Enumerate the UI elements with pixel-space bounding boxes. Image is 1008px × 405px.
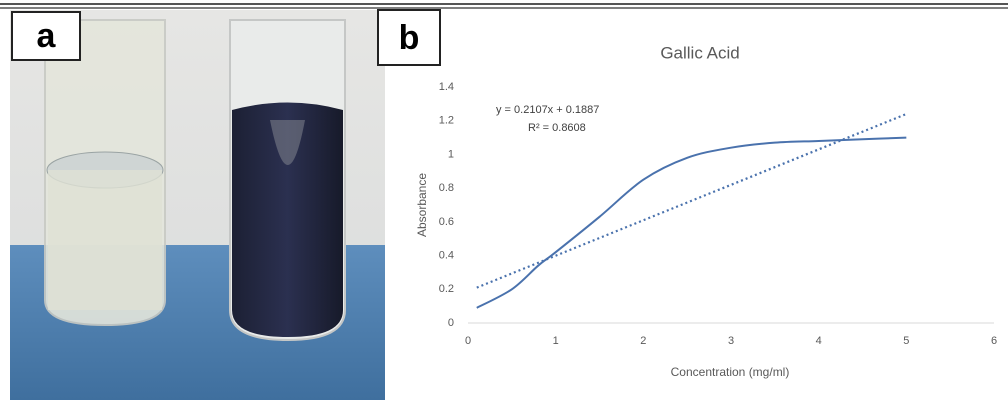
panel-label: a xyxy=(37,17,57,55)
y-tick-label: 0.6 xyxy=(439,216,454,228)
y-tick-label: 0.2 xyxy=(439,283,454,295)
y-axis-label: Absorbance xyxy=(415,173,429,237)
x-tick-label: 2 xyxy=(640,335,646,347)
y-tick-label: 0 xyxy=(448,317,454,329)
figure: a b Gallic Acid Concentration (mg/ml) Ab… xyxy=(0,0,1008,400)
equation: y = 0.2107x + 0.1887 xyxy=(496,104,599,116)
x-tick-label: 6 xyxy=(991,335,997,347)
x-tick-label: 4 xyxy=(816,335,822,347)
y-tick-label: 0.4 xyxy=(439,249,454,261)
photo xyxy=(10,10,385,400)
r-squared: R² = 0.8608 xyxy=(528,122,586,134)
chart-title: Gallic Acid xyxy=(660,43,739,62)
x-tick-label: 3 xyxy=(728,335,734,347)
x-tick-label: 1 xyxy=(553,335,559,347)
x-tick-label: 5 xyxy=(903,335,909,347)
panel-label: b xyxy=(399,19,420,57)
data-line xyxy=(477,138,907,308)
x-tick-label: 0 xyxy=(465,335,471,347)
x-axis-label: Concentration (mg/ml) xyxy=(671,365,790,379)
y-tick-label: 1 xyxy=(448,148,454,160)
y-tick-label: 0.8 xyxy=(439,182,454,194)
y-tick-label: 1.4 xyxy=(439,81,454,93)
y-tick-label: 1.2 xyxy=(439,115,454,127)
